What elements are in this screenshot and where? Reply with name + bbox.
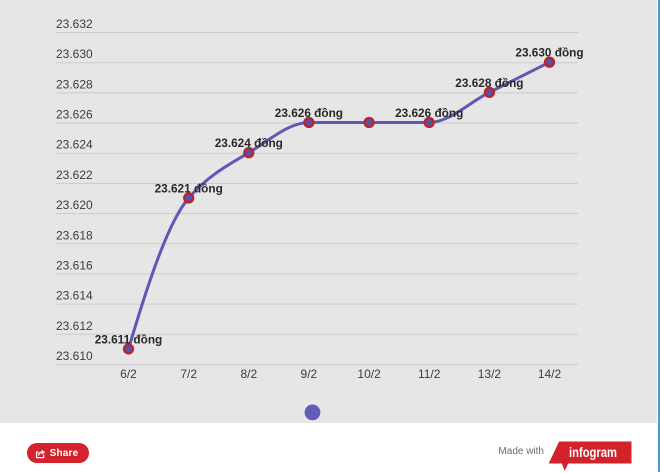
svg-text:23.612: 23.612 xyxy=(56,319,93,333)
svg-text:11/2: 11/2 xyxy=(418,367,441,381)
svg-text:23.628: 23.628 xyxy=(56,77,93,91)
svg-text:10/2: 10/2 xyxy=(357,367,381,381)
svg-text:23.620: 23.620 xyxy=(56,198,93,212)
svg-text:23.626 đồng: 23.626 đồng xyxy=(395,106,463,120)
svg-text:23.622: 23.622 xyxy=(56,168,93,182)
svg-text:23.610: 23.610 xyxy=(56,349,93,363)
svg-text:23.628 đồng: 23.628 đồng xyxy=(455,76,523,90)
svg-text:23.611 đồng: 23.611 đồng xyxy=(95,332,163,346)
svg-text:23.614: 23.614 xyxy=(56,289,93,303)
svg-text:23.624: 23.624 xyxy=(56,138,93,152)
svg-text:23.618: 23.618 xyxy=(56,228,93,242)
svg-text:23.630: 23.630 xyxy=(56,47,93,61)
svg-text:6/2: 6/2 xyxy=(120,367,137,381)
svg-text:23.616: 23.616 xyxy=(56,258,93,272)
svg-text:23.630 đồng: 23.630 đồng xyxy=(515,46,583,60)
svg-text:23.621 đồng: 23.621 đồng xyxy=(155,182,223,196)
svg-text:23.624 đồng: 23.624 đồng xyxy=(215,136,283,150)
svg-text:9/2: 9/2 xyxy=(301,367,318,381)
svg-text:23.626: 23.626 xyxy=(56,108,93,122)
svg-text:23.626 đồng: 23.626 đồng xyxy=(275,106,343,120)
svg-text:infogram: infogram xyxy=(569,444,617,460)
svg-text:7/2: 7/2 xyxy=(180,367,197,381)
svg-text:23.632: 23.632 xyxy=(56,17,93,31)
svg-text:13/2: 13/2 xyxy=(478,367,502,381)
svg-text:14/2: 14/2 xyxy=(538,367,562,381)
svg-text:8/2: 8/2 xyxy=(240,367,257,381)
